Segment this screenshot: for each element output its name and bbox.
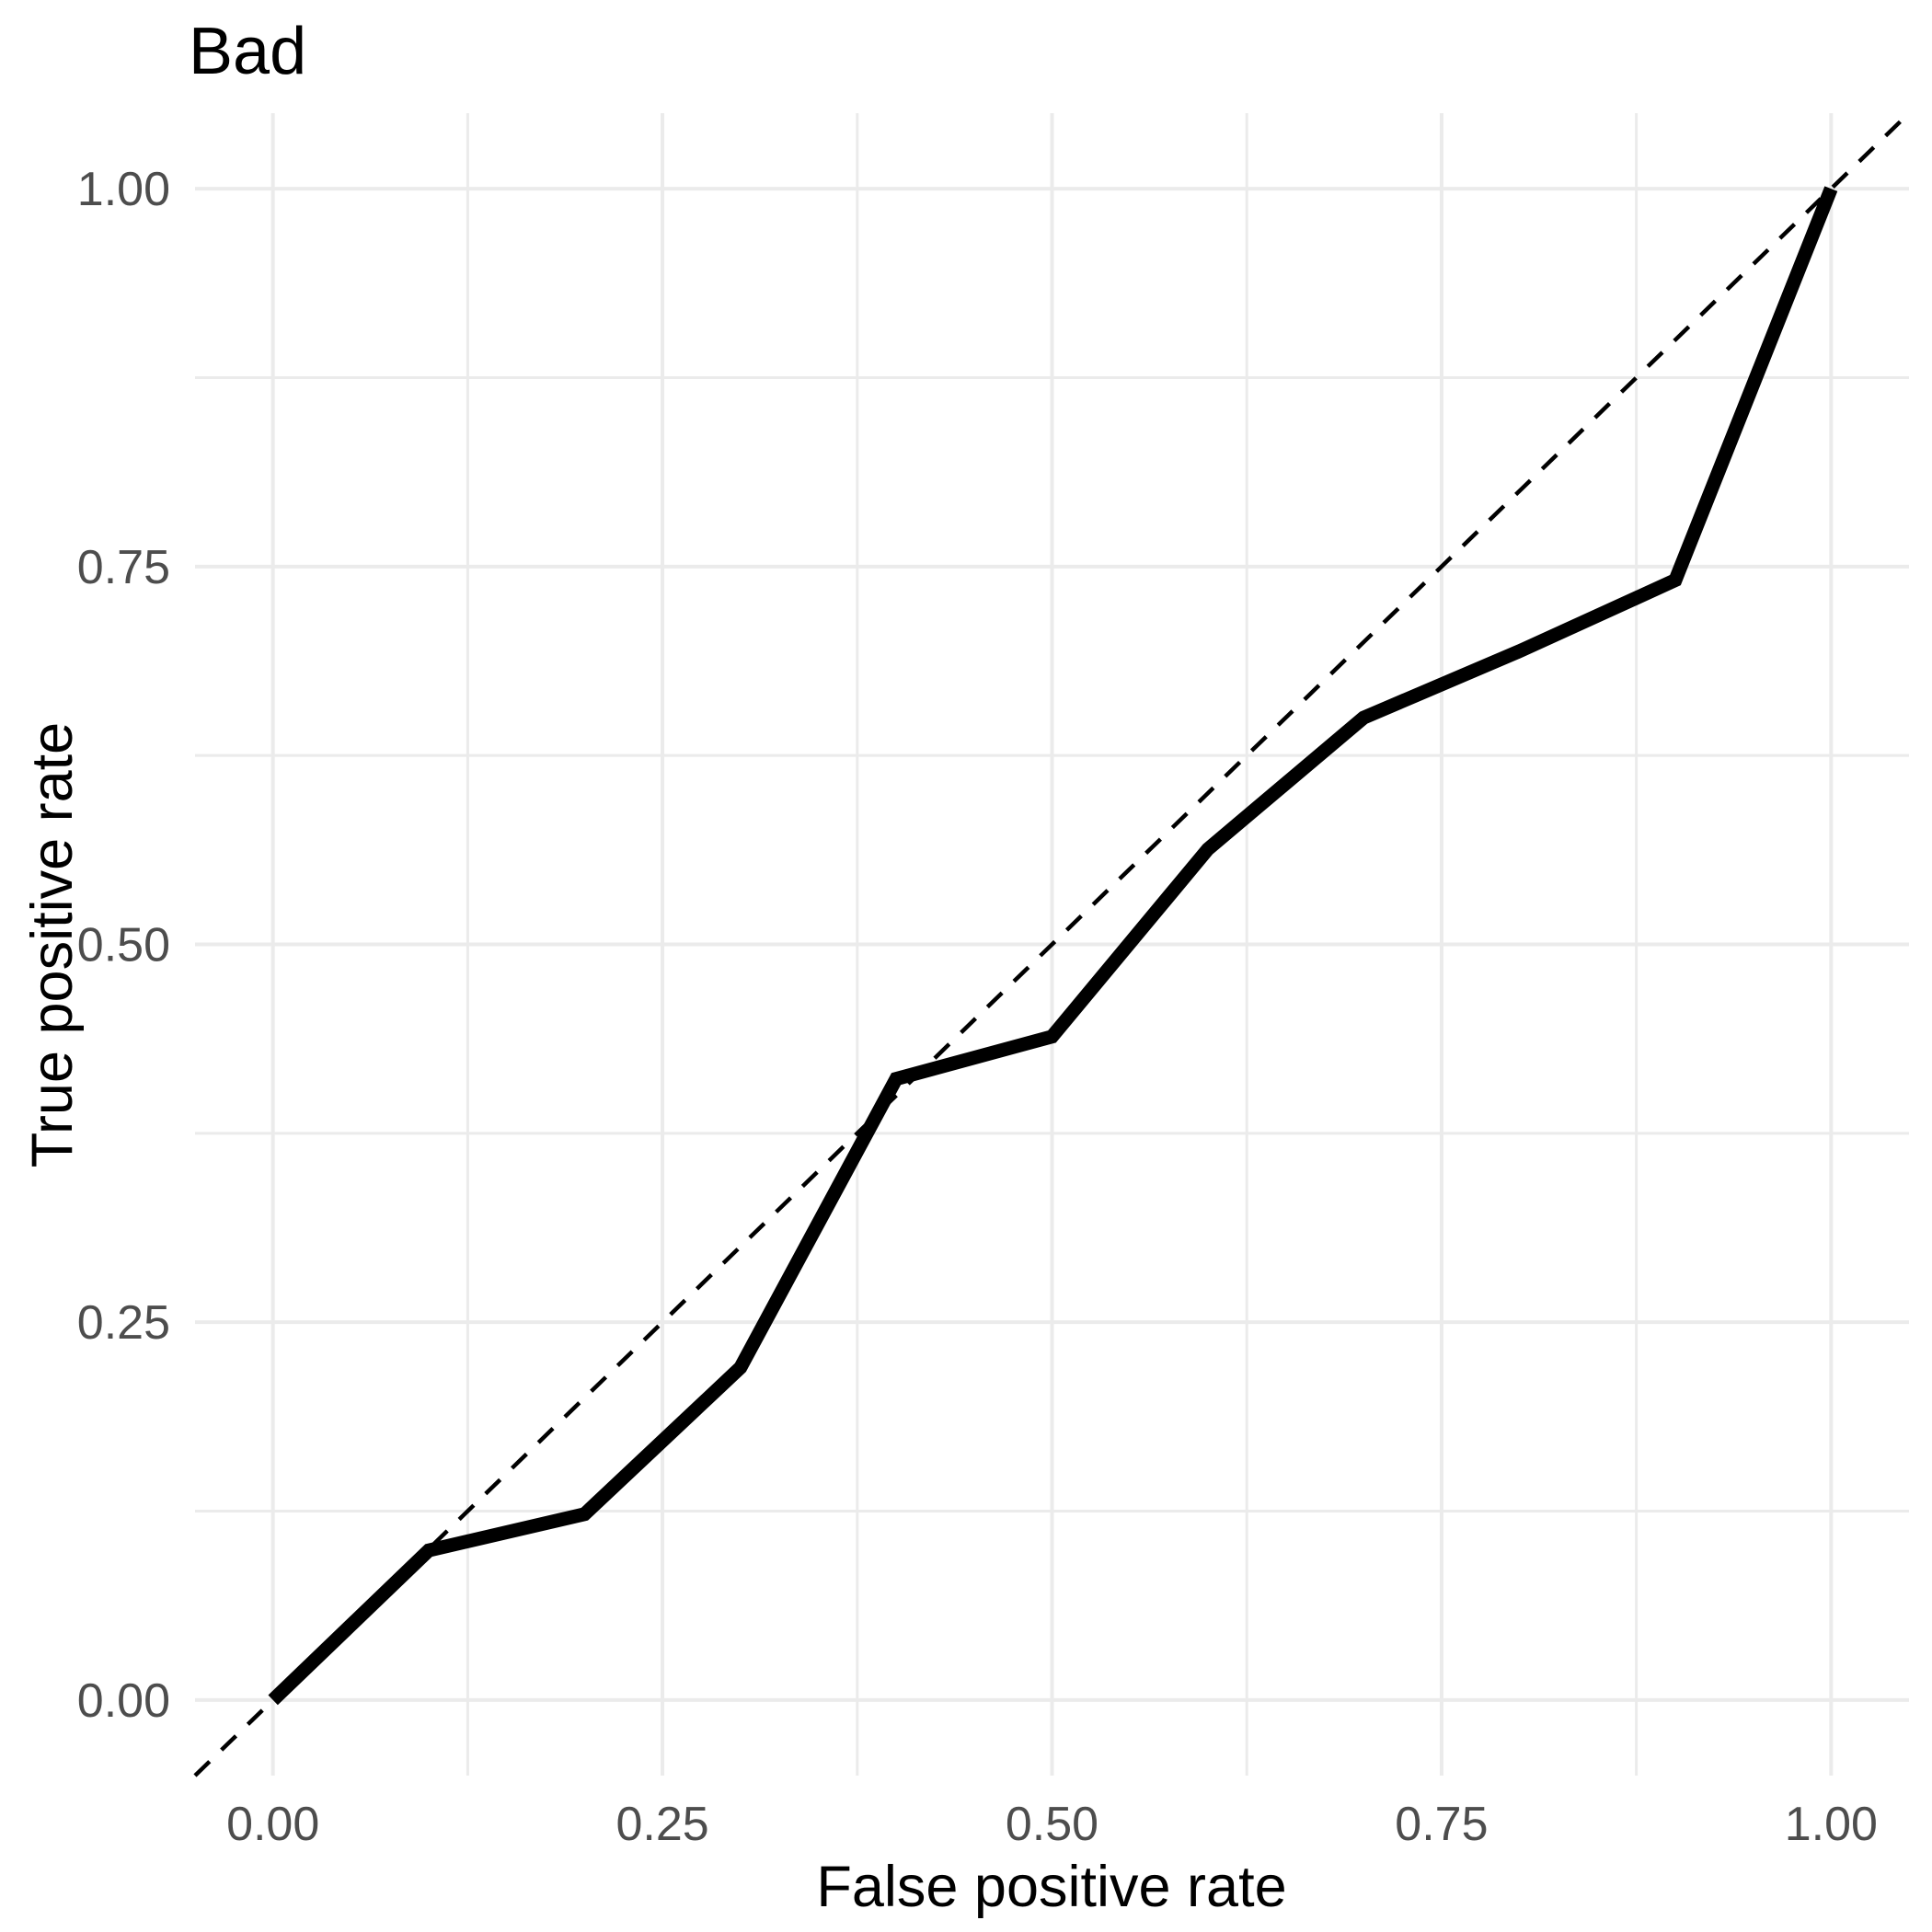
- y-tick-label: 1.00: [77, 163, 170, 216]
- major-gridlines: [195, 113, 1909, 1776]
- series-lines: [193, 111, 1911, 1777]
- x-tick-label: 0.25: [615, 1798, 708, 1851]
- plot-title: Bad: [189, 15, 306, 88]
- x-tick-label: 0.50: [1006, 1798, 1098, 1851]
- axis-tick-labels: 0.00 0.25 0.50 0.75 1.00 0.00 0.25 0.50 0.75 1.00: [77, 163, 1878, 1851]
- y-tick-label: 0.25: [77, 1296, 170, 1350]
- y-axis-title: True positive rate: [20, 722, 85, 1167]
- roc-curve-line: [268, 186, 1838, 1706]
- y-tick-label: 0.50: [77, 919, 170, 972]
- x-tick-label: 0.75: [1395, 1798, 1488, 1851]
- y-tick-label: 0.75: [77, 541, 170, 594]
- x-axis-title: False positive rate: [816, 1855, 1286, 1919]
- chance-diagonal-line: [193, 111, 1911, 1777]
- x-tick-label: 1.00: [1785, 1798, 1878, 1851]
- x-tick-label: 0.00: [226, 1798, 319, 1851]
- y-tick-label: 0.00: [77, 1674, 170, 1728]
